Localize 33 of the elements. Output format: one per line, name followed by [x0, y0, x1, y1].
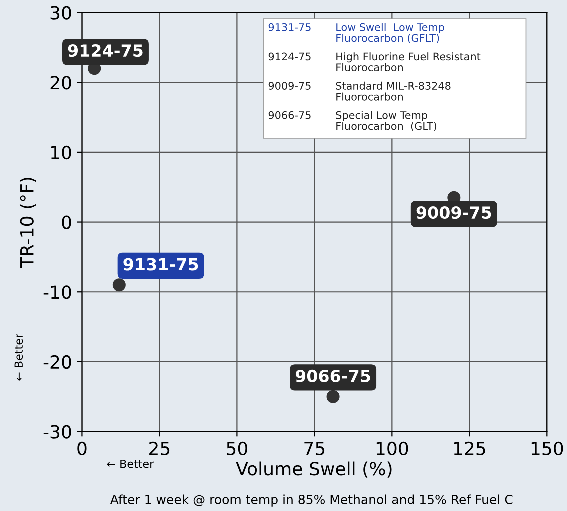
annotation: High Fluorine Fuel Resistant Fluorocarbon	[336, 52, 481, 72]
text: ← Better	[14, 334, 24, 381]
y-axis-title: TR-10 (°F)	[20, 178, 36, 268]
annotation: 9124-75	[68, 44, 143, 58]
annotation: 9066-75	[268, 111, 311, 120]
y-tick-label: 20	[50, 76, 72, 90]
y-tick-label: 10	[52, 146, 72, 160]
x-tick-label: 75	[304, 442, 325, 456]
annotation: 9066-75	[296, 370, 370, 383]
x-tick-label: 0	[78, 442, 87, 456]
x-tick-label: 100	[376, 442, 408, 456]
text: ← Better	[107, 460, 154, 468]
point	[112, 278, 126, 292]
y-tick-label: -30	[44, 425, 72, 439]
y-tick-label: -10	[44, 286, 72, 300]
point	[326, 390, 340, 404]
x-tick-label: 50	[227, 442, 248, 456]
x-tick-label: 125	[454, 442, 486, 456]
annotation: Special Low Temp Fluorocarbon (GLT)	[336, 111, 437, 132]
annotation: Standard MIL-R-83248 Fluorocarbon	[336, 82, 451, 101]
x-axis-title: Volume Swell (%)	[236, 462, 392, 478]
x-tick-label: 150	[532, 442, 564, 456]
annotation: 9124-75	[268, 52, 311, 61]
text: After 1 week @ room temp in 85% Methanol and 15% Ref Fuel C	[110, 494, 513, 507]
y-tick-label: -20	[44, 355, 72, 370]
annotation: 9009-75	[268, 82, 311, 90]
y-tick-label: 30	[50, 6, 72, 20]
annotation: 9009-75	[416, 206, 492, 220]
annotation: 9131-75	[268, 23, 311, 32]
y-tick-label: 0	[62, 216, 72, 230]
x-tick-label: 25	[150, 442, 170, 456]
annotation: Low Swell Low Temp Fluorocarbon (GFLT)	[336, 23, 444, 44]
annotation: 9131-75	[124, 258, 198, 271]
